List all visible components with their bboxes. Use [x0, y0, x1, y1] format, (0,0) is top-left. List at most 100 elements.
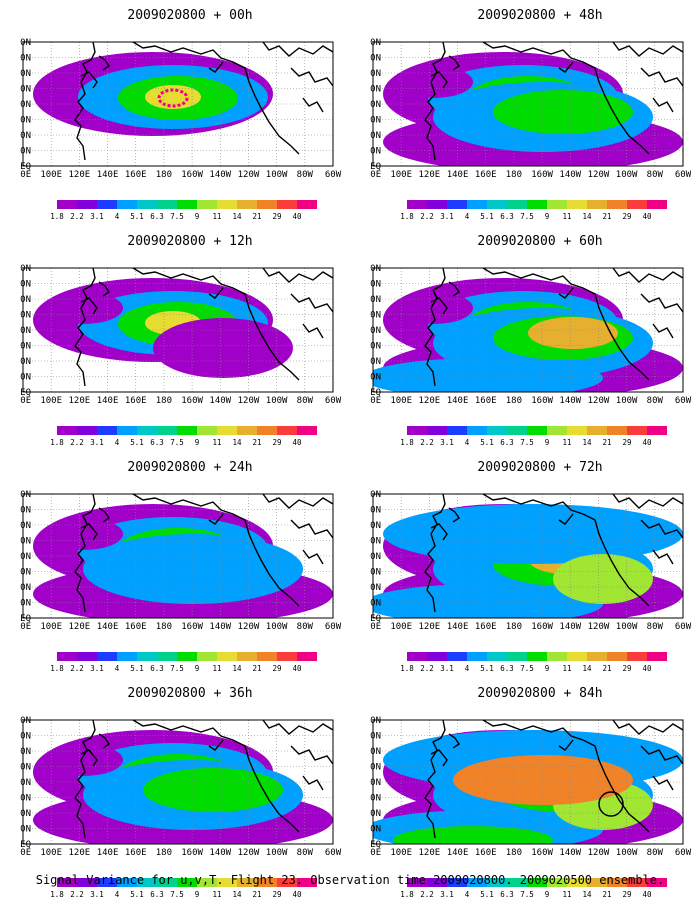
colorbar-label: 9: [195, 664, 200, 673]
latitude-label: 30N: [370, 342, 381, 352]
colorbar-swatch: [407, 426, 427, 435]
colorbar-swatch: [487, 652, 507, 661]
longitude-label: 160W: [181, 396, 203, 406]
colorbar-label: 29: [622, 438, 631, 447]
longitude-label: 80E: [370, 170, 381, 180]
colorbar-swatch: [197, 200, 217, 209]
colorbar-label: 5.1: [480, 664, 494, 673]
colorbar-label: 1.8: [50, 438, 64, 447]
figure-caption: Signal Variance for u,v,T. Flight 23. Ob…: [35, 873, 665, 887]
colorbar-swatch: [217, 652, 237, 661]
latitude-label: 70N: [20, 506, 31, 516]
coastline: [424, 494, 446, 613]
variance-field: [83, 534, 303, 604]
panel-title: 2009020800 + 84h: [477, 686, 603, 701]
latitude-label: 50N: [370, 85, 381, 95]
panel-title: 2009020800 + 72h: [477, 460, 603, 475]
latitude-label: 80N: [20, 716, 31, 726]
coastline: [208, 61, 224, 73]
colorbar-label: 29: [272, 664, 281, 673]
longitude-label: 160E: [475, 396, 497, 406]
latitude-label: 50N: [370, 311, 381, 321]
coastline: [302, 549, 324, 565]
longitude-label: 80W: [647, 170, 664, 180]
map-frame: [22, 267, 334, 393]
colorbar-swatch: [607, 878, 627, 887]
colorbar-swatch: [507, 200, 527, 209]
variance-map: 80N 70N 60N 50N 40N 30N 20N 10N EQ80E 100E 120E 140…: [20, 264, 342, 406]
colorbar-label: 2.2: [70, 438, 84, 447]
longitude-label: 120W: [238, 848, 260, 858]
longitude-label: 120E: [419, 622, 441, 632]
colorbar-swatch: [467, 426, 487, 435]
latitude-label: EQ: [20, 614, 31, 624]
latitude-label: EQ: [20, 162, 31, 172]
coastline: [482, 268, 650, 381]
coastline: [98, 733, 110, 749]
colorbar-swatch: [237, 652, 257, 661]
longitude-label: 100E: [40, 848, 62, 858]
latitude-label: 80N: [20, 490, 31, 500]
longitude-label: 100W: [616, 848, 638, 858]
colorbar-swatch: [407, 878, 427, 887]
colorbar-label: 2.2: [70, 212, 84, 221]
colorbar-swatch: [447, 426, 467, 435]
latitude-label: 60N: [370, 295, 381, 305]
latitude-label: 10N: [370, 373, 381, 383]
map-frame: [22, 493, 334, 619]
variance-field: [493, 90, 633, 134]
colorbar-swatch: [467, 878, 487, 887]
colorbar-swatch: [277, 426, 297, 435]
longitude-label: 140E: [447, 848, 469, 858]
longitude-label: 160E: [475, 848, 497, 858]
colorbar-swatch: [587, 878, 607, 887]
colorbar: 1.8 2.2 3.1 4 5.1 6.3 7.5 9 11 14 21 29 40: [50, 426, 317, 447]
colorbar-label: 29: [272, 890, 281, 899]
coastline: [640, 67, 683, 87]
colorbar-swatch: [57, 200, 77, 209]
colorbar-swatch: [297, 878, 317, 887]
latitude-label: 30N: [20, 342, 31, 352]
variance-field: [153, 318, 293, 378]
colorbar: 1.8 2.2 3.1 4 5.1 6.3 7.5 9 11 14 21 29 40: [50, 200, 317, 221]
colorbar-label: 3.1: [90, 890, 104, 899]
colorbar-swatch: [257, 200, 277, 209]
colorbar-swatch: [117, 426, 137, 435]
colorbar-label: 11: [562, 212, 571, 221]
colorbar-label: 4: [115, 212, 120, 221]
colorbar-label: 7.5: [520, 212, 534, 221]
colorbar-swatch: [507, 426, 527, 435]
variance-map: 80N 70N 60N 50N 40N 30N 20N 10N EQ80E 100E 120E 140…: [370, 716, 692, 858]
colorbar-swatch: [77, 878, 97, 887]
variance-field: [43, 518, 123, 550]
coastline: [132, 42, 300, 155]
latitude-label: 10N: [370, 825, 381, 835]
longitude-label: 180: [156, 622, 172, 632]
coastline: [74, 42, 96, 161]
coastline: [558, 513, 574, 525]
colorbar-swatch: [527, 200, 547, 209]
longitude-label: 120W: [238, 622, 260, 632]
longitude-label: 160E: [125, 848, 147, 858]
coastline: [80, 297, 98, 315]
colorbar-label: 1.8: [50, 664, 64, 673]
map-frame: [22, 41, 334, 167]
colorbar-swatch: [427, 878, 447, 887]
longitude-label: 160E: [125, 622, 147, 632]
forecast-panel: 2009020800 + 00h 80N 70N 60N 50N 40N 30N 20N 10N…: [20, 8, 360, 230]
latitude-label: 70N: [370, 732, 381, 742]
latitude-label: 10N: [20, 825, 31, 835]
coastline: [640, 519, 683, 539]
longitude-label: 60W: [675, 170, 692, 180]
colorbar-label: 2.2: [420, 212, 434, 221]
map-frame: [372, 493, 684, 619]
colorbar-swatch: [77, 200, 97, 209]
colorbar-label: 14: [232, 890, 242, 899]
colorbar-label: 4: [115, 664, 120, 673]
coastline: [74, 268, 96, 387]
longitude-label: 60W: [675, 848, 692, 858]
colorbar-label: 29: [272, 212, 281, 221]
colorbar-label: 40: [642, 438, 652, 447]
longitude-label: 100E: [390, 170, 412, 180]
colorbar-swatch: [587, 652, 607, 661]
